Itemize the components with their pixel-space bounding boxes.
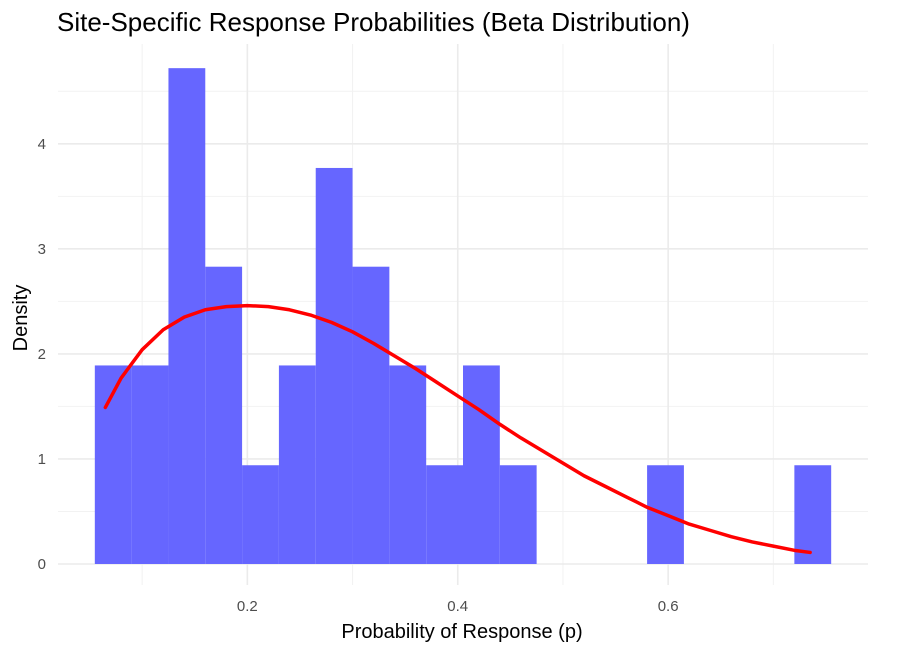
y-axis-title: Density [10,285,32,352]
histogram-bar [131,365,169,564]
y-axis-ticks: 0 1 2 3 4 [38,136,46,573]
y-tick-label: 4 [38,136,46,153]
x-tick-label: 0.6 [658,598,679,615]
y-tick-label: 2 [38,346,46,363]
histogram-bar [794,465,832,564]
histogram-bar [242,465,279,564]
x-axis-ticks: 0.2 0.4 0.6 [237,598,679,615]
density-curve [103,303,812,555]
y-tick-label: 0 [38,556,46,573]
y-tick-label: 1 [38,451,46,468]
histogram-bar [278,365,316,564]
histogram-bar [94,365,132,564]
x-tick-label: 0.4 [447,598,468,615]
x-tick-label: 0.2 [237,598,258,615]
histogram-bar [463,365,500,564]
histogram-bar [352,266,390,564]
histogram-bar [389,365,427,564]
y-tick-label: 3 [38,241,46,258]
histogram-bar [205,266,243,564]
x-axis-title: Probability of Response (p) [341,621,582,643]
histogram-bars [94,68,832,564]
histogram-bar [499,465,537,564]
histogram-bar [426,465,463,564]
chart-title: Site-Specific Response Probabilities (Be… [57,7,690,37]
histogram-bar [315,167,353,564]
